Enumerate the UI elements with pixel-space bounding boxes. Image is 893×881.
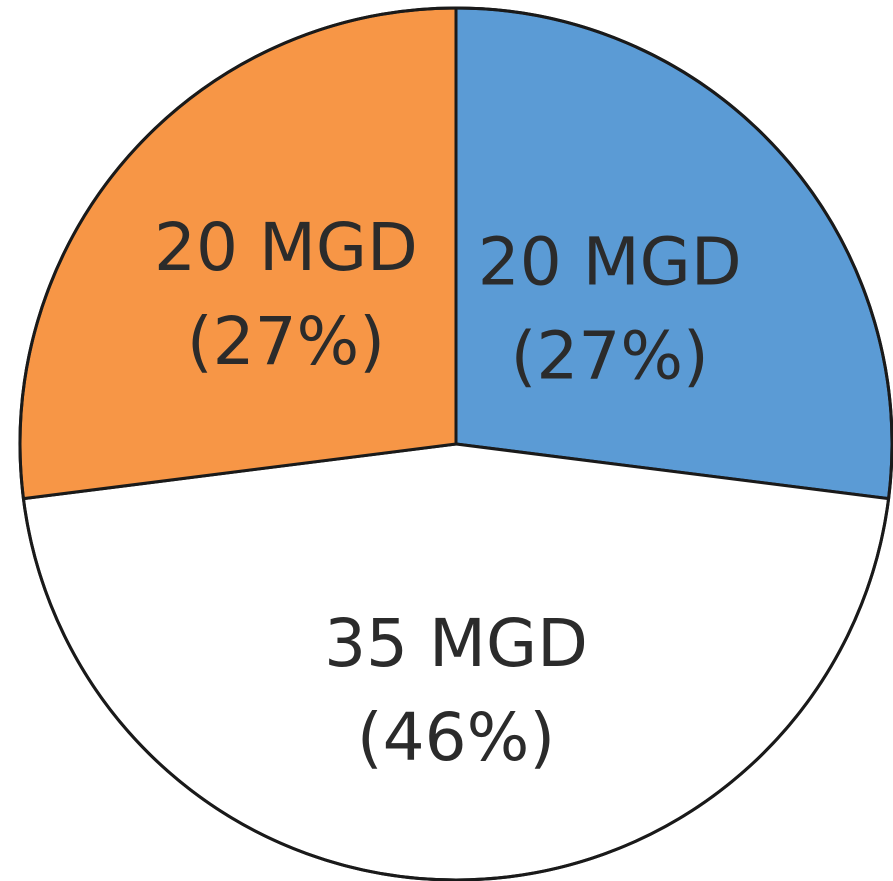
slice-percent-label-2: (27%) [187,303,385,380]
slice-value-label-2: 20 MGD [154,209,418,286]
slice-percent-label-0: (27%) [511,317,709,394]
slice-value-label-1: 35 MGD [324,605,588,682]
slice-percent-label-1: (46%) [357,699,555,776]
pie-outline [18,6,893,881]
slice-value-label-0: 20 MGD [478,223,742,300]
